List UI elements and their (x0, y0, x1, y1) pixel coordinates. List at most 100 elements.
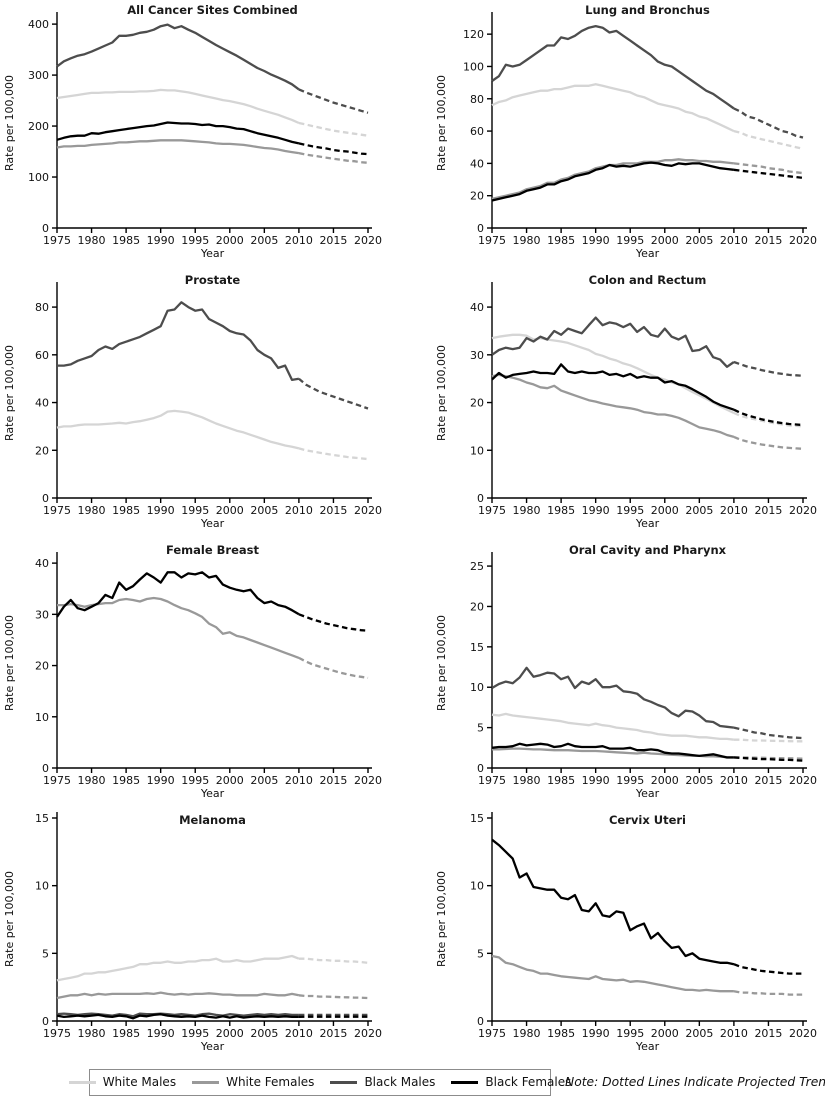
y-tick-label: 20 (470, 397, 484, 410)
legend-label: Black Males (364, 1075, 436, 1089)
x-tick-label: 1980 (513, 234, 541, 247)
x-tick-label: 1985 (112, 234, 140, 247)
series-black-females-projected (733, 408, 804, 427)
chart-title: Cervix Uteri (608, 813, 687, 827)
legend-label: Black Females (485, 1075, 572, 1089)
chart-melanoma: 0 5 10 15 1975 1980 1985 1990 1995 2000 2005 2010 20… (0, 810, 412, 1060)
y-tick-label: 0 (42, 222, 49, 235)
y-tick-label: 5 (477, 722, 484, 735)
x-axis-label: Year (635, 247, 660, 260)
y-tick-label: 10 (35, 711, 49, 724)
series-black-males-solid (57, 301, 300, 382)
x-tick-label: 1990 (582, 504, 610, 517)
chart-cervix-uteri: 0 5 10 15 1975 1980 1985 1990 1995 2000 2005 2010 20… (412, 810, 825, 1060)
chart-title: Lung and Bronchus (585, 3, 710, 17)
y-tick-label: 30 (35, 608, 49, 621)
x-tick-label: 1980 (513, 774, 541, 787)
x-tick-label: 1980 (78, 1027, 106, 1040)
series-black-females-projected (733, 963, 803, 975)
y-tick-label: 300 (28, 69, 49, 82)
series-white-females-projected (733, 162, 804, 175)
x-axis-label: Year (200, 517, 225, 530)
x-tick-label: 1985 (112, 774, 140, 787)
x-tick-label: 2020 (789, 774, 817, 787)
x-tick-label: 2000 (651, 234, 679, 247)
x-tick-label: 2005 (250, 774, 278, 787)
series-black-females-solid (491, 742, 734, 759)
x-tick-label: 2010 (285, 234, 313, 247)
y-tick-label: 25 (470, 560, 484, 573)
chart-plot-prostate: 0 20 40 60 80 1975 1980 1985 1990 1995 2000 2005 201… (35, 282, 382, 517)
x-tick-label: 1985 (547, 234, 575, 247)
series-white-females-solid (56, 139, 300, 155)
y-tick-label: 5 (477, 947, 484, 960)
y-tick-label: 10 (35, 880, 49, 893)
y-axis-label: Rate per 100,000 (435, 871, 448, 968)
y-axis-label: Rate per 100,000 (3, 615, 16, 711)
legend-label: White Females (226, 1075, 315, 1089)
x-tick-label: 2020 (354, 774, 382, 787)
x-tick-label: 1980 (78, 234, 106, 247)
x-axis-label: Year (200, 787, 225, 800)
legend-item-black-females: Black Females (451, 1075, 571, 1089)
legend-label: White Males (102, 1075, 177, 1089)
x-tick-label: 2000 (216, 504, 244, 517)
series-white-females-solid (491, 954, 734, 993)
series-black-females-solid (491, 838, 735, 966)
x-tick-label: 2000 (651, 504, 679, 517)
series-white-males-solid (491, 333, 735, 415)
x-tick-label: 2005 (685, 774, 713, 787)
y-tick-label: 80 (470, 93, 484, 106)
projection-note: Note: Dotted Lines Indicate Projected Tr… (565, 1075, 825, 1089)
x-tick-label: 1995 (181, 234, 209, 247)
chart-prostate: 0 20 40 60 80 1975 1980 1985 1990 1995 2000 2005 201… (0, 270, 412, 540)
series-black-females-projected (298, 613, 369, 632)
x-tick-label: 2015 (319, 1027, 347, 1040)
series-white-females-projected (733, 990, 803, 996)
chart-plot-female-breast: 0 10 20 30 40 1975 1980 1985 1990 1995 2000 2005 201… (35, 552, 382, 787)
x-tick-label: 2020 (789, 1027, 817, 1040)
x-tick-label: 1985 (547, 1027, 575, 1040)
series-black-females-solid (491, 161, 735, 202)
y-tick-label: 100 (463, 60, 484, 73)
x-tick-label: 1980 (513, 1027, 541, 1040)
series-black-males-solid (491, 24, 735, 110)
x-tick-label: 1985 (547, 504, 575, 517)
series-black-males-solid (491, 666, 735, 729)
chart-plot-colon-rectum: 0 10 20 30 40 1975 1980 1985 1990 1995 2000 2005 201… (470, 282, 817, 517)
x-tick-label: 2015 (754, 234, 782, 247)
x-tick-label: 2005 (250, 234, 278, 247)
y-tick-label: 40 (470, 301, 484, 314)
series-black-males-projected (733, 107, 804, 139)
x-tick-label: 1995 (616, 504, 644, 517)
x-tick-label: 2000 (651, 774, 679, 787)
y-axis-label: Rate per 100,000 (435, 345, 448, 441)
series-black-females-solid (56, 1013, 299, 1020)
x-tick-label: 2010 (285, 1027, 313, 1040)
series-white-females-projected (298, 656, 369, 680)
chart-oral-cavity-pharynx: 0 5 10 15 20 25 1975 1980 1985 1990 1995 2000 2005 20… (412, 540, 825, 810)
series-black-males-projected (298, 377, 369, 410)
x-tick-label: 1995 (181, 1027, 209, 1040)
x-tick-label: 1995 (181, 774, 209, 787)
y-axis-label: Rate per 100,000 (435, 75, 448, 171)
series-white-males-projected (298, 957, 369, 964)
x-tick-label: 2020 (354, 1027, 382, 1040)
y-tick-label: 40 (35, 397, 49, 410)
x-tick-label: 1990 (147, 774, 175, 787)
x-tick-label: 1975 (478, 774, 506, 787)
series-white-males-projected (733, 129, 804, 150)
x-tick-label: 2010 (285, 504, 313, 517)
y-axis-label: Rate per 100,000 (3, 345, 16, 441)
x-tick-label: 2020 (354, 234, 382, 247)
legend: White Males White Females Black Males Bl… (68, 1068, 571, 1096)
x-tick-label: 2010 (720, 774, 748, 787)
chart-plot-lung-bronchus: 0 20 40 60 80 100 120 1975 1980 1985 1990 1995 2000 2… (463, 12, 817, 247)
y-axis-label: Rate per 100,000 (3, 871, 16, 968)
series-black-females-solid (56, 121, 300, 145)
x-tick-label: 1985 (547, 774, 575, 787)
x-tick-label: 2015 (319, 234, 347, 247)
y-tick-label: 15 (470, 641, 484, 654)
x-tick-label: 2010 (285, 774, 313, 787)
x-tick-label: 1975 (43, 234, 71, 247)
